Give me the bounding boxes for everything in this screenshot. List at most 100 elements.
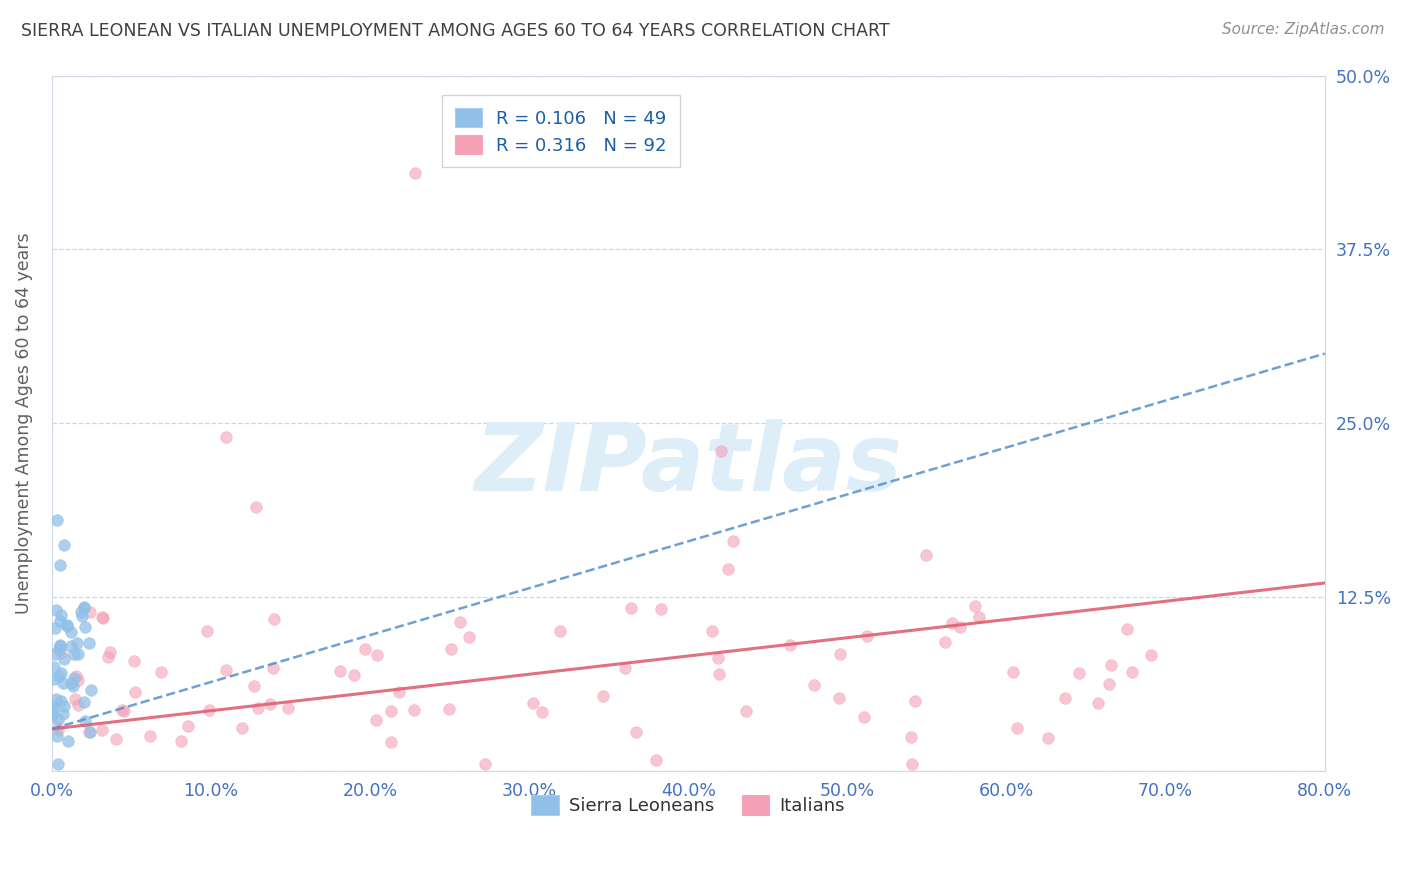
Point [620,600,643,615]
Point [79,605,101,619]
Point [343,668,366,682]
Point [1099,657,1122,672]
Point [723,534,745,549]
Point [366,714,388,728]
Point [963,599,986,613]
Point [1002,665,1025,679]
Point [70,605,93,619]
Point [149,665,172,679]
Point [91,609,114,624]
Point [41,699,63,714]
Point [48,669,70,683]
Point [63,671,86,685]
Point [548,624,571,639]
Point [1053,690,1076,705]
Point [231,721,253,735]
Point [329,664,352,678]
Point [49,693,72,707]
Point [262,661,284,675]
Point [52,707,75,722]
Point [197,703,219,717]
Point [60,624,83,639]
Point [63,692,86,706]
Point [449,615,471,629]
Point [531,705,554,719]
Point [45,719,67,733]
Point [60,675,83,690]
Point [73,600,96,615]
Point [44,621,66,635]
Point [243,679,266,693]
Point [46,756,69,771]
Point [852,710,875,724]
Text: ZIPatlas: ZIPatlas [474,419,903,511]
Point [404,166,426,180]
Point [42,700,65,714]
Point [72,608,94,623]
Point [56,617,79,632]
Point [803,678,825,692]
Point [49,614,72,628]
Point [440,641,463,656]
Point [59,640,82,654]
Point [779,638,801,652]
Point [900,730,922,744]
Point [55,619,77,633]
Point [1038,731,1060,745]
Point [65,668,87,682]
Point [98,645,121,659]
Point [77,636,100,650]
Point [949,620,972,634]
Point [66,636,89,650]
Point [46,723,69,738]
Point [139,729,162,743]
Point [1121,665,1143,680]
Point [41,707,63,722]
Point [259,697,281,711]
Point [245,500,267,514]
Point [626,725,648,739]
Point [856,629,879,643]
Point [111,703,134,717]
Point [53,538,76,552]
Y-axis label: Unemployment Among Ages 60 to 64 years: Unemployment Among Ages 60 to 64 years [15,232,32,614]
Point [380,704,402,718]
Point [830,648,852,662]
Point [49,638,72,652]
Point [105,732,128,747]
Point [176,719,198,733]
Point [901,756,924,771]
Point [915,548,938,562]
Point [56,733,79,747]
Point [263,612,285,626]
Point [650,602,672,616]
Point [1140,648,1163,662]
Point [93,611,115,625]
Point [62,679,84,693]
Point [97,650,120,665]
Point [904,694,927,708]
Point [51,646,73,660]
Point [67,673,90,687]
Point [1116,622,1139,636]
Point [214,663,236,677]
Point [474,756,496,771]
Point [112,704,135,718]
Point [79,724,101,739]
Point [73,714,96,728]
Point [458,630,481,644]
Point [73,601,96,615]
Point [967,609,990,624]
Point [67,647,90,661]
Point [195,624,218,638]
Point [42,659,65,673]
Point [941,616,963,631]
Point [404,702,426,716]
Point [828,691,851,706]
Point [48,558,70,572]
Point [1067,665,1090,680]
Point [49,608,72,623]
Point [52,699,75,714]
Point [124,685,146,699]
Point [80,683,103,698]
